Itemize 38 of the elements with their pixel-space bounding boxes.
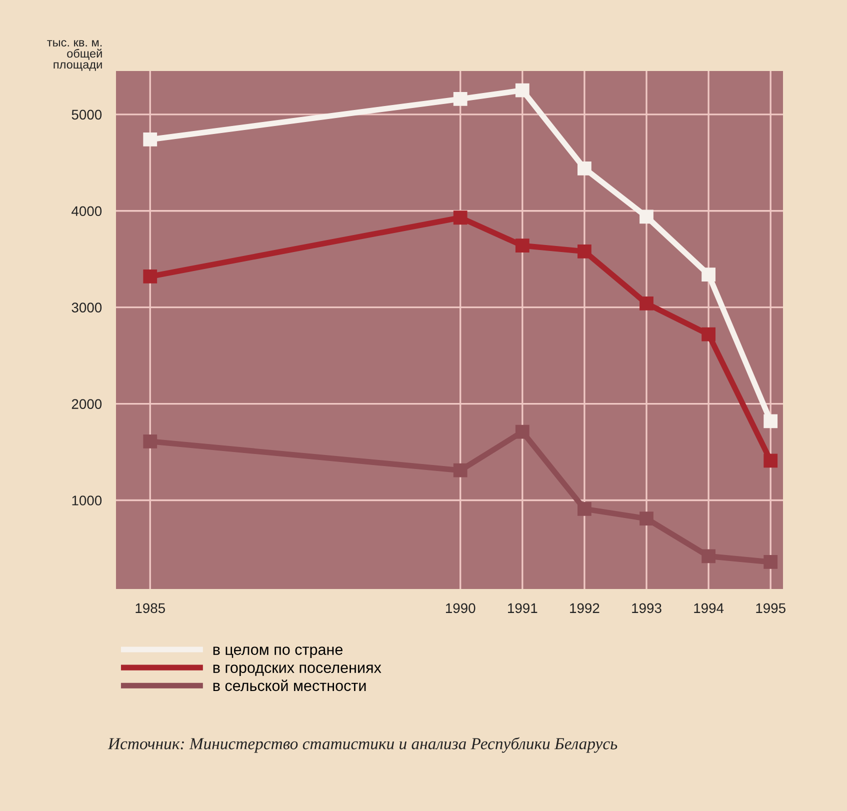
point (578, 244, 592, 258)
point (143, 270, 158, 284)
point (515, 83, 530, 98)
x-tick-label: 1993 (632, 603, 662, 614)
x-tick-label: 1995 (756, 603, 786, 614)
y-tick-label: 4000 (72, 206, 102, 216)
point (764, 555, 778, 569)
x-tick-label: 1994 (694, 603, 724, 614)
x-tick-label: 1990 (446, 603, 476, 614)
point (578, 161, 592, 176)
legend-label: в городских поселениях (213, 664, 382, 676)
y-tick-label: 2000 (72, 399, 102, 409)
y-axis-title: тыс. кв. м. общей площади (47, 40, 102, 71)
x-tick-label: 1992 (570, 603, 600, 614)
legend-label: в сельской местности (213, 680, 366, 692)
point (764, 454, 778, 468)
point (515, 238, 530, 253)
point (764, 414, 778, 428)
point (702, 268, 716, 282)
point (515, 424, 530, 439)
point (453, 463, 468, 478)
point (143, 434, 158, 448)
y-tick-label: 1000 (72, 496, 102, 506)
x-tick-label: 1985 (136, 603, 165, 614)
x-tick-label: 1991 (508, 603, 538, 614)
point (578, 502, 592, 516)
point (143, 132, 158, 146)
point (702, 549, 716, 564)
y-tick-label: 5000 (72, 110, 102, 120)
point (640, 210, 654, 224)
point (453, 210, 468, 225)
point (453, 92, 468, 106)
legend-label: в целом по стране (213, 646, 343, 658)
point (702, 327, 716, 342)
point (640, 296, 654, 310)
point (640, 512, 654, 526)
text: Источник: Министерство статистики и анализа Республики Беларусь (108, 737, 618, 753)
y-tick-label: 3000 (72, 302, 102, 312)
